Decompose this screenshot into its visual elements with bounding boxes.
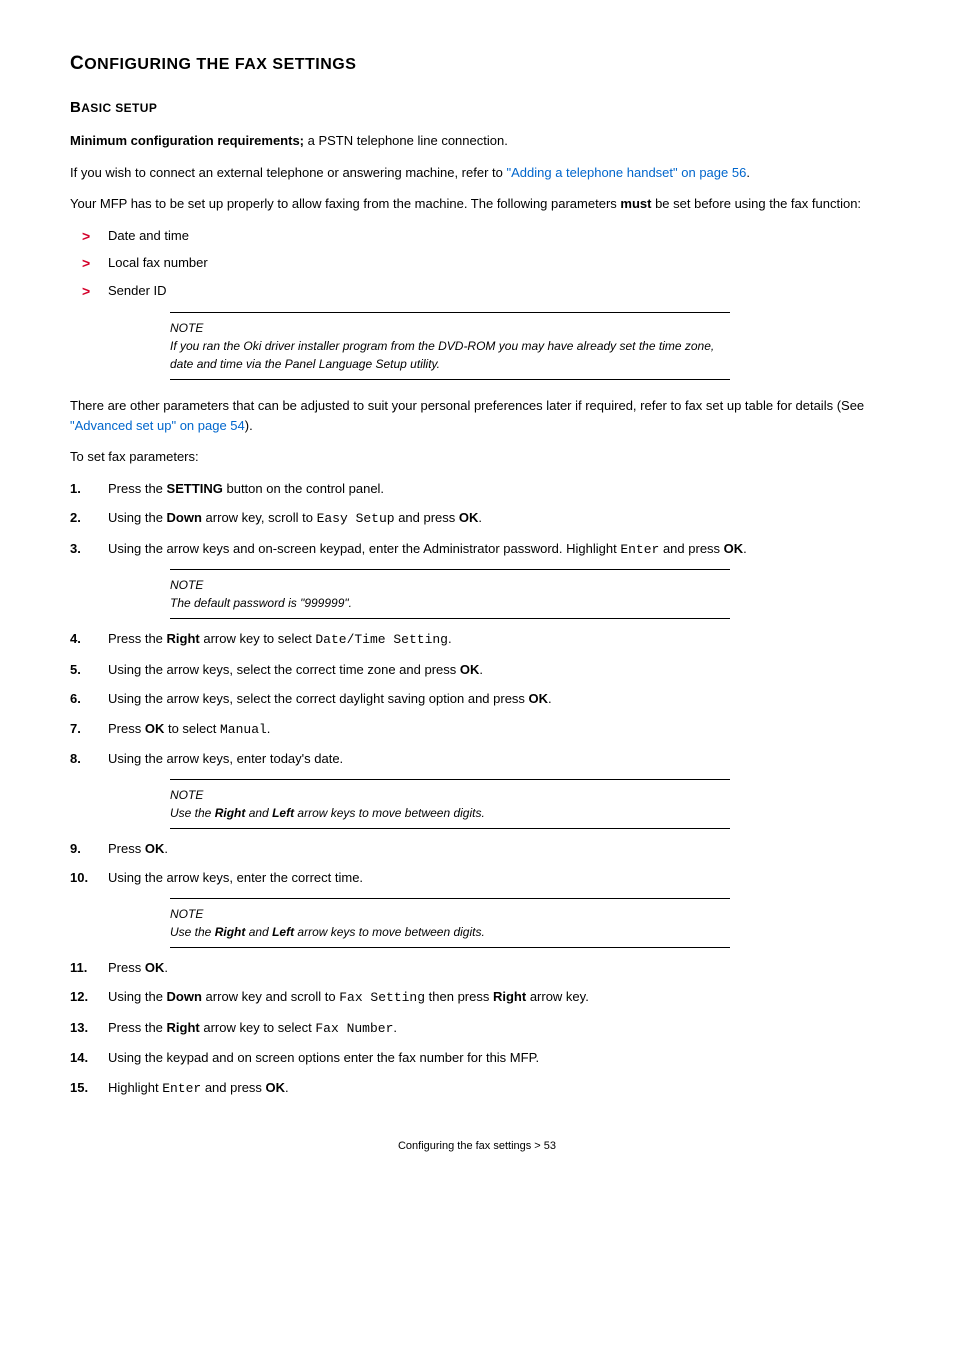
page-footer: Configuring the fax settings > 53: [70, 1138, 884, 1155]
note-text: If you ran the Oki driver installer prog…: [170, 339, 714, 371]
list-item: Date and time: [108, 226, 884, 246]
note-block: NOTE Use the Right and Left arrow keys t…: [170, 779, 730, 829]
paragraph-to-set: To set fax parameters:: [70, 447, 884, 467]
step-item: Using the arrow keys, select the correct…: [70, 689, 884, 709]
note-block: NOTE The default password is "999999".: [170, 569, 730, 619]
link-adding-handset[interactable]: "Adding a telephone handset" on page 56: [506, 165, 746, 180]
note-block: NOTE Use the Right and Left arrow keys t…: [170, 898, 730, 948]
bullet-list: Date and time Local fax number Sender ID: [70, 226, 884, 301]
paragraph-external-telephone: If you wish to connect an external telep…: [70, 163, 884, 183]
paragraph-other-params: There are other parameters that can be a…: [70, 396, 884, 435]
step-item: Using the keypad and on screen options e…: [70, 1048, 884, 1068]
step-item: Using the arrow keys, enter today's date…: [70, 749, 884, 829]
section-title: CONFIGURING THE FAX SETTINGS: [70, 50, 884, 79]
note-label: NOTE: [170, 786, 730, 804]
step-item: Using the Down arrow key and scroll to F…: [70, 987, 884, 1008]
paragraph-min-config: Minimum configuration requirements; a PS…: [70, 131, 884, 151]
list-item: Sender ID: [108, 281, 884, 301]
paragraph-must-set: Your MFP has to be set up properly to al…: [70, 194, 884, 214]
note-block: NOTE If you ran the Oki driver installer…: [170, 312, 730, 380]
step-item: Press OK.: [70, 958, 884, 978]
list-item: Local fax number: [108, 253, 884, 273]
step-item: Press the Right arrow key to select Fax …: [70, 1018, 884, 1039]
step-item: Highlight Enter and press OK.: [70, 1078, 884, 1099]
note-text: Use the Right and Left arrow keys to mov…: [170, 925, 485, 939]
step-item: Press the Right arrow key to select Date…: [70, 629, 884, 650]
numbered-steps: Press the SETTING button on the control …: [70, 479, 884, 1099]
step-item: Using the arrow keys, enter the correct …: [70, 868, 884, 948]
step-item: Press OK.: [70, 839, 884, 859]
step-item: Using the arrow keys and on-screen keypa…: [70, 539, 884, 620]
step-item: Press the SETTING button on the control …: [70, 479, 884, 499]
step-item: Using the Down arrow key, scroll to Easy…: [70, 508, 884, 529]
note-text: The default password is "999999".: [170, 596, 352, 610]
note-label: NOTE: [170, 576, 730, 594]
note-label: NOTE: [170, 319, 730, 337]
link-advanced-setup[interactable]: "Advanced set up" on page 54: [70, 418, 245, 433]
step-item: Press OK to select Manual.: [70, 719, 884, 740]
note-text: Use the Right and Left arrow keys to mov…: [170, 806, 485, 820]
step-item: Using the arrow keys, select the correct…: [70, 660, 884, 680]
note-label: NOTE: [170, 905, 730, 923]
subsection-title: BASIC SETUP: [70, 97, 884, 120]
